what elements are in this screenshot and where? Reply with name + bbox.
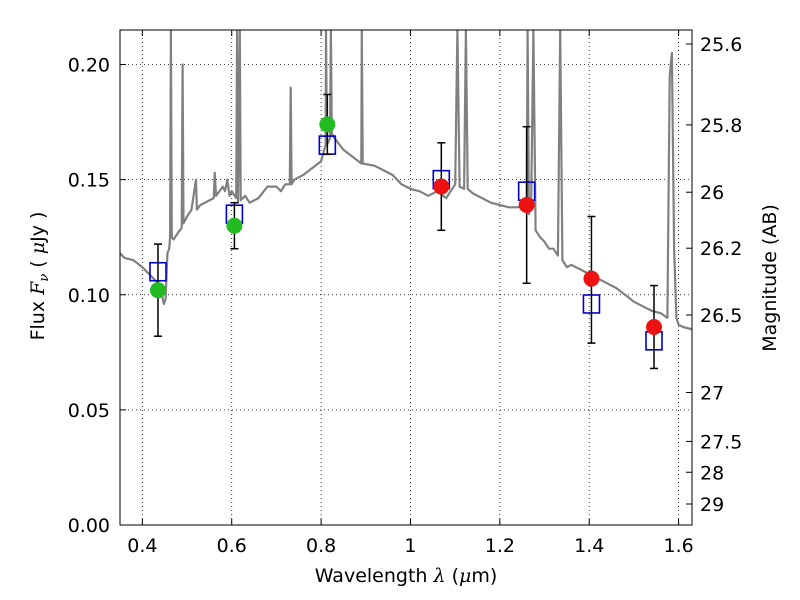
mag-tick-label: 28	[700, 462, 724, 484]
mag-tick-label: 26	[700, 182, 724, 204]
mag-tick-label: 25.6	[700, 34, 742, 56]
mag-tick-label: 26.2	[700, 238, 742, 260]
mag-tick-label: 26.5	[700, 305, 742, 327]
observed-flux-point	[433, 178, 450, 195]
observed-flux-point	[149, 282, 166, 299]
right-axis-label: Magnitude (AB)	[759, 204, 781, 352]
y-axis-label: Flux Fν ( μJy )	[27, 212, 52, 341]
mag-tick-label: 25.8	[700, 115, 742, 137]
spectrum-line	[120, 30, 692, 331]
y-tick-label: 0.05	[68, 400, 110, 422]
x-tick-label: 1.2	[485, 535, 515, 557]
y-tick-label: 0.00	[68, 515, 110, 537]
observed-flux-point	[518, 196, 535, 213]
x-tick-label: 0.8	[306, 535, 336, 557]
observed-flux-point	[583, 270, 600, 287]
mag-tick-label: 27.5	[700, 431, 742, 453]
x-tick-label: 0.6	[217, 535, 247, 557]
observed-flux-point	[646, 319, 663, 335]
x-axis-label: Wavelength λ (μm)	[315, 565, 498, 587]
mag-tick-label: 27	[700, 383, 724, 405]
y-tick-label: 0.20	[68, 55, 110, 77]
x-tick-label: 0.4	[127, 535, 157, 557]
y-tick-label: 0.15	[68, 170, 110, 192]
axis-ticks: 0.4 0.6 0.8 1 1.2 1.4 1.6 0.00 0.05 0.10 0.15 0.20 2…	[68, 30, 742, 557]
observed-flux-point	[319, 116, 336, 133]
plot-frame	[119, 29, 693, 526]
x-tick-label: 1.6	[663, 535, 693, 557]
data-markers	[149, 93, 663, 370]
grid-lines	[120, 30, 692, 525]
x-tick-label: 1.4	[574, 535, 604, 557]
observed-flux-point	[226, 217, 243, 234]
model-spectrum	[120, 30, 692, 331]
x-tick-label: 1	[404, 535, 416, 557]
y-tick-label: 0.10	[68, 285, 110, 307]
mag-tick-label: 29	[700, 494, 724, 516]
